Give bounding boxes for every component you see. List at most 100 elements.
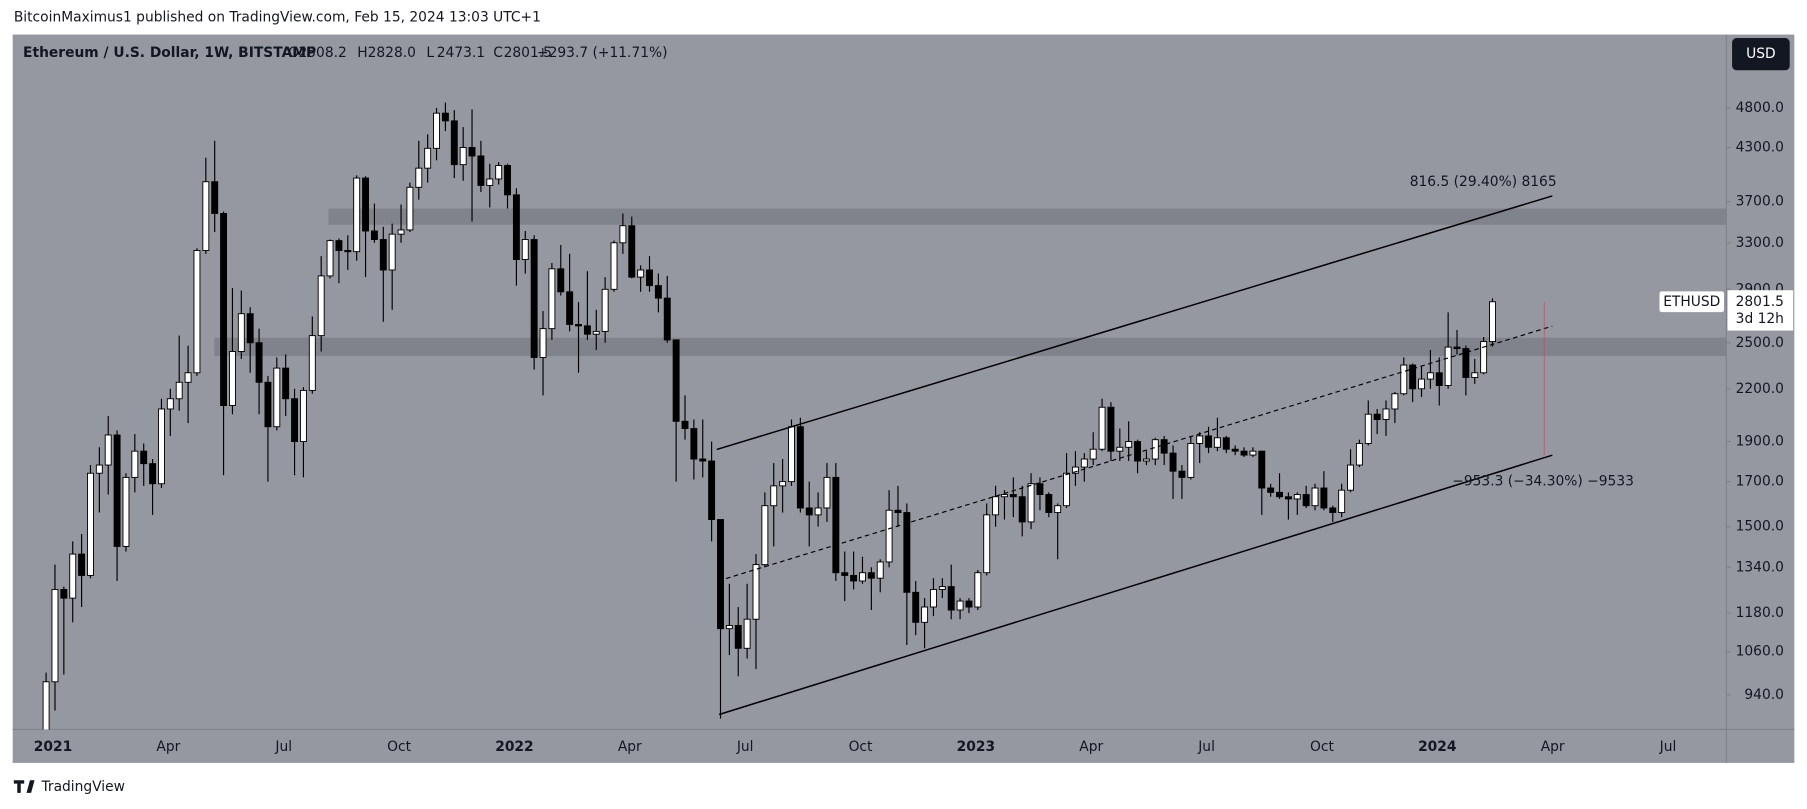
candle-body bbox=[1409, 364, 1417, 390]
candle-body bbox=[486, 178, 494, 186]
candle-body bbox=[1213, 437, 1221, 448]
candle-body bbox=[947, 586, 955, 611]
candle-body bbox=[1196, 435, 1204, 444]
candle-body bbox=[637, 269, 645, 278]
byline: BitcoinMaximus1 published on TradingView… bbox=[14, 9, 541, 25]
x-tick-label: 2021 bbox=[34, 739, 72, 755]
candle-body bbox=[859, 572, 866, 582]
candle-body bbox=[1045, 494, 1053, 514]
candle-body bbox=[1142, 458, 1150, 462]
candle-body bbox=[1462, 348, 1470, 378]
candle-body bbox=[1400, 364, 1408, 395]
candle-body bbox=[512, 194, 520, 261]
x-tick-label: Apr bbox=[618, 739, 642, 755]
candle-body bbox=[1338, 489, 1346, 514]
candle-body bbox=[965, 600, 973, 608]
y-tick-label: 940.0 bbox=[1744, 687, 1784, 703]
candle-body bbox=[1480, 341, 1488, 374]
candle-body bbox=[903, 512, 911, 593]
x-tick-label: Jul bbox=[274, 739, 292, 755]
x-tick-label: Jul bbox=[1659, 739, 1677, 755]
candle-body bbox=[788, 426, 795, 483]
candle-body bbox=[60, 588, 68, 599]
resistance-zone bbox=[328, 208, 1727, 225]
candle-body bbox=[752, 564, 760, 620]
candle-body bbox=[646, 269, 653, 287]
candle-body bbox=[672, 339, 680, 422]
candle-body bbox=[1036, 483, 1044, 496]
candle-body bbox=[690, 428, 698, 460]
candle-body bbox=[459, 147, 467, 166]
candle-body bbox=[779, 481, 787, 487]
currency-button[interactable] bbox=[1732, 38, 1790, 71]
x-tick-label: Oct bbox=[1310, 739, 1334, 755]
x-tick-label: Oct bbox=[387, 739, 411, 755]
y-tick-label: 3700.0 bbox=[1736, 194, 1784, 210]
candle-body bbox=[699, 458, 707, 462]
candle-body bbox=[628, 225, 636, 278]
candle-body bbox=[1364, 413, 1372, 444]
candle-body bbox=[1231, 448, 1239, 452]
y-tick-label: 1060.0 bbox=[1736, 644, 1784, 660]
candle-body bbox=[1258, 450, 1266, 489]
candle-body bbox=[601, 288, 609, 332]
candle-body bbox=[521, 239, 529, 261]
candle-body bbox=[1471, 372, 1479, 378]
candle-body bbox=[344, 250, 352, 253]
candle-body bbox=[468, 147, 476, 157]
candle-body bbox=[140, 450, 148, 465]
candle-body bbox=[441, 112, 449, 122]
candle-body bbox=[104, 434, 112, 466]
candle-body bbox=[326, 240, 334, 277]
candle-body bbox=[654, 285, 662, 299]
legend-value: 2828.0 bbox=[368, 45, 416, 61]
candle-body bbox=[1222, 437, 1230, 450]
candle-body bbox=[1089, 448, 1097, 460]
legend-key: H bbox=[357, 45, 367, 61]
candle-body bbox=[734, 625, 742, 649]
candle-body bbox=[992, 496, 1000, 516]
candle-body bbox=[308, 335, 316, 391]
candle-body bbox=[1267, 487, 1275, 493]
candle-body bbox=[885, 509, 893, 563]
candle-body bbox=[122, 476, 130, 547]
candle-body bbox=[282, 367, 290, 400]
candle-body bbox=[1063, 472, 1071, 507]
candle-body bbox=[362, 177, 370, 232]
candle-body bbox=[663, 297, 671, 341]
candle-body bbox=[211, 181, 219, 214]
channel-middle bbox=[725, 325, 1553, 580]
candle-body bbox=[1080, 458, 1088, 468]
candle-body bbox=[1054, 505, 1062, 514]
currency-label[interactable]: USD bbox=[1746, 46, 1776, 62]
candle-body bbox=[619, 225, 627, 244]
candle-body bbox=[166, 398, 174, 410]
x-tick-label: Jul bbox=[736, 739, 754, 755]
candle-body bbox=[87, 472, 94, 576]
candle-body bbox=[761, 505, 769, 566]
candle-body bbox=[743, 618, 751, 649]
candle-body bbox=[566, 291, 574, 325]
chart-panel bbox=[12, 34, 1795, 763]
y-tick-label: 2500.0 bbox=[1736, 335, 1784, 351]
candle-body bbox=[397, 229, 405, 235]
candle-body bbox=[353, 177, 361, 253]
candle-body bbox=[867, 572, 875, 579]
countdown: 3d 12h bbox=[1736, 311, 1784, 327]
chart-title: Ethereum / U.S. Dollar, 1W, BITSTAMP bbox=[23, 45, 316, 61]
brand-logo bbox=[13, 780, 35, 793]
candle-body bbox=[1240, 450, 1248, 456]
candle-body bbox=[495, 165, 503, 180]
candle-body bbox=[78, 553, 86, 576]
candle-body bbox=[1320, 487, 1328, 509]
y-tick-label: 4300.0 bbox=[1736, 139, 1784, 155]
candle-body bbox=[610, 242, 618, 290]
candle-body bbox=[95, 464, 103, 474]
candle-body bbox=[379, 239, 387, 271]
candle-body bbox=[1355, 443, 1363, 466]
candle-body bbox=[477, 155, 485, 186]
x-tick-label: Apr bbox=[156, 739, 180, 755]
candle-body bbox=[370, 230, 378, 240]
x-tick-label: Apr bbox=[1079, 739, 1103, 755]
